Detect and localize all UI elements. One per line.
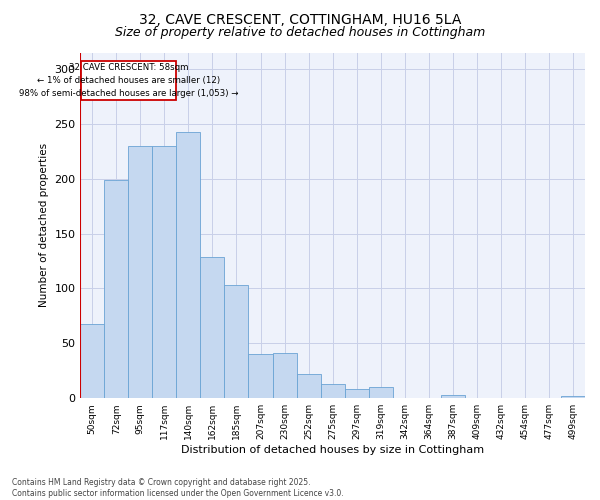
FancyBboxPatch shape xyxy=(81,62,176,100)
Text: Contains HM Land Registry data © Crown copyright and database right 2025.
Contai: Contains HM Land Registry data © Crown c… xyxy=(12,478,344,498)
Bar xyxy=(320,384,344,398)
Bar xyxy=(224,285,248,398)
Bar xyxy=(152,146,176,398)
Bar xyxy=(176,132,200,398)
Bar xyxy=(344,390,368,398)
Y-axis label: Number of detached properties: Number of detached properties xyxy=(39,144,49,308)
Bar xyxy=(561,396,585,398)
Bar xyxy=(80,324,104,398)
Bar xyxy=(248,354,272,398)
Bar xyxy=(368,387,393,398)
Bar xyxy=(272,353,296,398)
Bar xyxy=(200,256,224,398)
Text: 32, CAVE CRESCENT, COTTINGHAM, HU16 5LA: 32, CAVE CRESCENT, COTTINGHAM, HU16 5LA xyxy=(139,12,461,26)
Bar xyxy=(128,146,152,398)
Text: Size of property relative to detached houses in Cottingham: Size of property relative to detached ho… xyxy=(115,26,485,39)
Bar xyxy=(441,395,465,398)
Bar xyxy=(104,180,128,398)
X-axis label: Distribution of detached houses by size in Cottingham: Distribution of detached houses by size … xyxy=(181,445,484,455)
Bar xyxy=(296,374,320,398)
Text: 32 CAVE CRESCENT: 58sqm
← 1% of detached houses are smaller (12)
98% of semi-det: 32 CAVE CRESCENT: 58sqm ← 1% of detached… xyxy=(19,63,238,98)
